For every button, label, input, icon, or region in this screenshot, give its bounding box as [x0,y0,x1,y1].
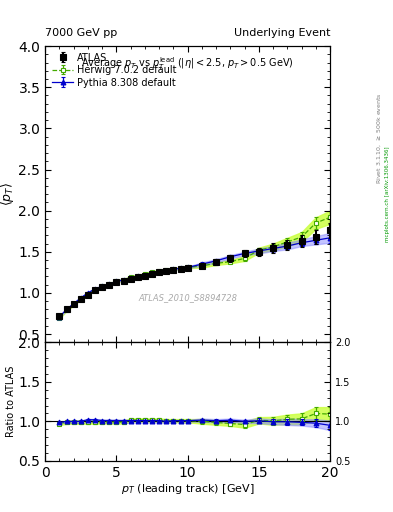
Y-axis label: $\langle p_T \rangle$: $\langle p_T \rangle$ [0,182,16,206]
Text: 7000 GeV pp: 7000 GeV pp [45,28,118,38]
Text: mcplots.cern.ch [arXiv:1306.3436]: mcplots.cern.ch [arXiv:1306.3436] [385,147,389,242]
X-axis label: $p_T$ (leading track) [GeV]: $p_T$ (leading track) [GeV] [121,482,255,497]
Text: Average $p_T$ vs $p_T^{\mathrm{lead}}$ ($|\eta| < 2.5$, $p_T > 0.5$ GeV): Average $p_T$ vs $p_T^{\mathrm{lead}}$ (… [81,55,294,72]
Y-axis label: Ratio to ATLAS: Ratio to ATLAS [6,366,16,437]
Legend: ATLAS, Herwig 7.0.2 default, Pythia 8.308 default: ATLAS, Herwig 7.0.2 default, Pythia 8.30… [50,51,179,90]
Text: Underlying Event: Underlying Event [233,28,330,38]
Text: Rivet 3.1.10, $\geq$ 500k events: Rivet 3.1.10, $\geq$ 500k events [375,92,383,184]
Text: ATLAS_2010_S8894728: ATLAS_2010_S8894728 [138,293,237,303]
